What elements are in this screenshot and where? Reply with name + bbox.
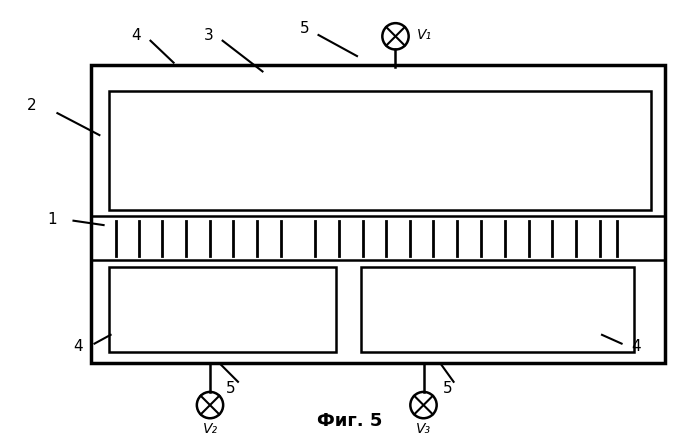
Bar bbox=[360, 267, 634, 353]
Text: 4: 4 bbox=[631, 339, 640, 353]
Text: 3: 3 bbox=[204, 28, 214, 42]
Text: 5: 5 bbox=[226, 380, 236, 395]
Text: V₁: V₁ bbox=[417, 28, 433, 42]
Text: Фиг. 5: Фиг. 5 bbox=[317, 411, 383, 430]
Text: 5: 5 bbox=[443, 380, 453, 395]
Text: 2: 2 bbox=[27, 98, 36, 113]
Text: 5: 5 bbox=[300, 21, 309, 36]
Text: 4: 4 bbox=[132, 28, 141, 42]
Text: 4: 4 bbox=[74, 339, 83, 353]
Text: V₂: V₂ bbox=[202, 421, 218, 435]
Bar bbox=[108, 92, 651, 210]
Text: V₃: V₃ bbox=[416, 421, 431, 435]
Text: 1: 1 bbox=[48, 212, 57, 226]
Bar bbox=[108, 267, 336, 353]
Bar bbox=[91, 66, 665, 364]
